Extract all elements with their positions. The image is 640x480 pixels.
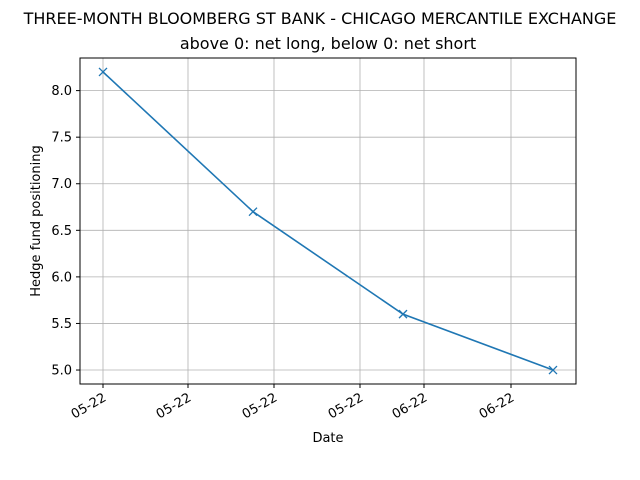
marker-stroke	[248, 207, 258, 217]
data-point-marker	[98, 67, 108, 77]
y-tick-label: 5.5	[51, 317, 72, 332]
marker-stroke	[98, 67, 108, 77]
data-point-marker	[248, 207, 258, 217]
axes	[76, 57, 577, 388]
chart-subtitle: above 0: net long, below 0: net short	[180, 34, 476, 53]
y-tick-label: 7.0	[51, 177, 72, 192]
y-axis-label: Hedge fund positioning	[29, 145, 44, 296]
y-tick-label: 6.5	[51, 224, 72, 239]
x-axis-label: Date	[312, 431, 343, 446]
marker-stroke	[548, 365, 558, 375]
plot-frame	[79, 57, 577, 385]
y-tick-label: 6.0	[51, 270, 72, 285]
grid-lines	[80, 58, 576, 384]
data-series	[98, 67, 558, 375]
y-tick-label: 7.5	[51, 131, 72, 146]
y-tick-label: 5.0	[51, 364, 72, 379]
y-tick-label: 8.0	[51, 84, 72, 99]
series-line	[102, 71, 554, 371]
data-point-marker	[548, 365, 558, 375]
marker-stroke	[398, 309, 408, 319]
data-point-marker	[398, 309, 408, 319]
chart-title: THREE-MONTH BLOOMBERG ST BANK - CHICAGO …	[23, 9, 617, 28]
